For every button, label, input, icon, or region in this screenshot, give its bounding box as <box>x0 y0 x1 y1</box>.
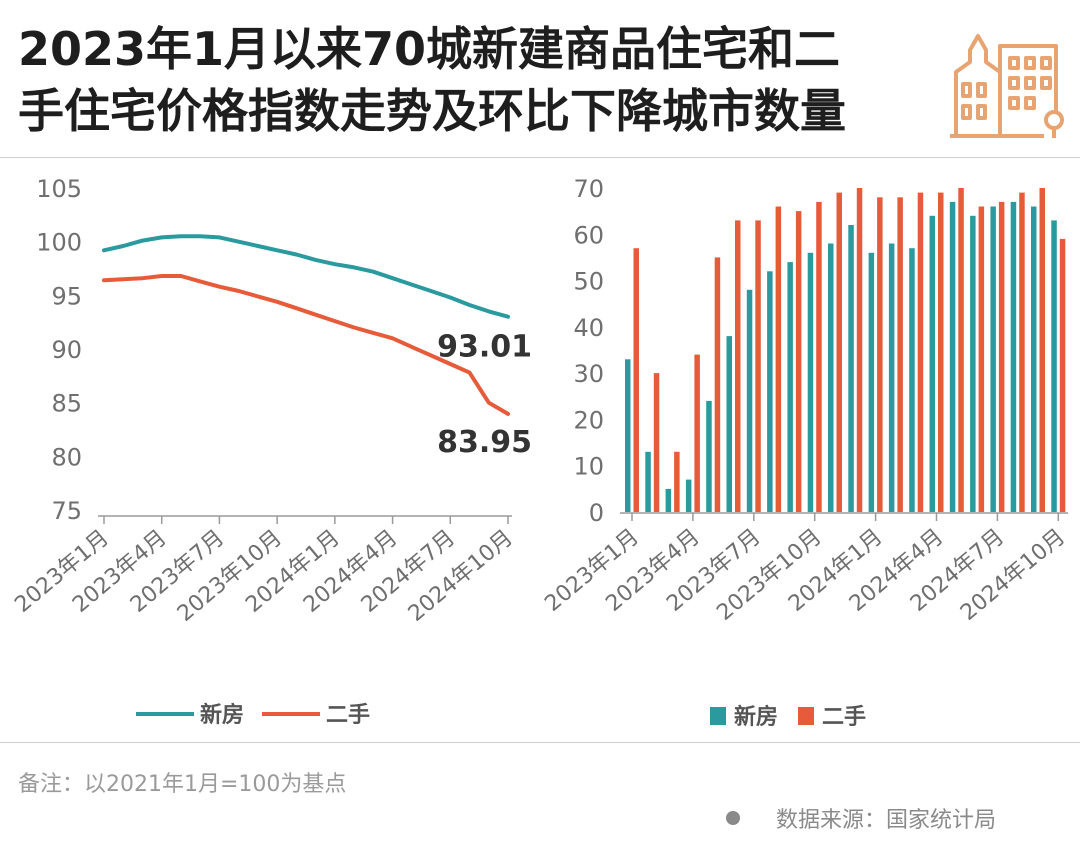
chart-title: 2023年1月以来70城新建商品住宅和二 手住宅价格指数走势及环比下降城市数量 <box>18 18 846 142</box>
bar-new-home <box>828 243 834 512</box>
y-tick-label: 90 <box>51 336 82 364</box>
end-label-new-home: 93.01 <box>437 330 532 365</box>
legend-label-new-home: 新房 <box>200 702 244 728</box>
bar-new-home <box>767 271 773 512</box>
bar-second-hand <box>816 201 822 512</box>
bar-second-hand <box>836 192 842 512</box>
bar-second-hand <box>938 192 944 512</box>
bar-new-home <box>868 252 875 513</box>
bar-second-hand <box>877 197 883 513</box>
y-tick-label: 95 <box>51 282 82 310</box>
bar-second-hand <box>897 197 903 513</box>
bar-new-home <box>909 248 915 512</box>
bar-second-hand <box>1059 238 1066 512</box>
bar-new-home <box>1031 206 1037 512</box>
bar-new-home <box>706 400 712 512</box>
bar-new-home <box>1010 201 1017 512</box>
end-label-second-hand: 83.95 <box>437 425 532 460</box>
y-tick-label: 70 <box>573 175 604 203</box>
bar-new-home <box>625 359 631 512</box>
y-tick-label: 105 <box>36 175 82 203</box>
legend-swatch-second-hand <box>798 707 814 725</box>
bar-new-home <box>645 451 651 512</box>
y-tick-label: 30 <box>573 360 604 388</box>
y-tick-label: 60 <box>573 221 604 249</box>
y-tick-label: 40 <box>573 314 604 342</box>
bar-second-hand <box>674 451 680 512</box>
city-buildings-icon <box>950 34 1064 138</box>
bar-second-hand <box>714 257 721 512</box>
bar-new-home <box>726 336 732 512</box>
bar-new-home <box>990 206 996 512</box>
series-line-second-hand <box>102 274 510 416</box>
footer-divider <box>0 742 1080 743</box>
y-tick-label: 50 <box>573 268 604 296</box>
legend-swatch-new-home <box>710 707 726 725</box>
bar-new-home <box>888 243 895 512</box>
bar-new-home <box>746 289 753 512</box>
y-tick-label: 0 <box>589 499 604 527</box>
data-source-text: 数据来源：国家统计局 <box>776 808 997 833</box>
bar-second-hand <box>775 206 782 512</box>
bar-second-hand <box>633 248 639 512</box>
y-tick-label: 80 <box>51 443 82 471</box>
bar-new-home <box>807 252 814 513</box>
footnote: 备注：以2021年1月=100为基点 <box>18 772 347 797</box>
declining-cities-bar-chart: 0102030405060702023年1月2023年4月2023年7月2023… <box>540 175 1070 730</box>
bar-new-home <box>949 201 956 512</box>
bar-second-hand <box>958 188 964 512</box>
bar-new-home <box>787 262 793 512</box>
bar-new-home <box>929 215 935 513</box>
y-tick-label: 10 <box>573 453 604 481</box>
data-source: 数据来源：国家统计局 <box>726 802 996 834</box>
y-tick-label: 100 <box>36 229 82 257</box>
bar-second-hand <box>978 206 985 512</box>
price-index-line-chart: 75808590951001052023年1月2023年4月2023年7月202… <box>10 175 532 728</box>
title-line-1: 2023年1月以来70城新建商品住宅和二 <box>18 22 841 76</box>
bullet-icon <box>726 811 740 825</box>
bar-new-home <box>970 215 976 513</box>
series-line-new-home <box>102 234 510 319</box>
bar-second-hand <box>735 220 741 512</box>
header-divider <box>0 157 1080 158</box>
legend-label-new-home: 新房 <box>734 704 778 730</box>
bar-second-hand <box>917 192 924 512</box>
bar-second-hand <box>795 211 802 512</box>
y-tick-label: 75 <box>51 497 82 525</box>
bar-new-home <box>848 225 854 512</box>
bar-second-hand <box>1019 192 1025 512</box>
bar-second-hand <box>694 354 700 512</box>
bar-second-hand <box>653 373 660 512</box>
bar-second-hand <box>755 220 761 512</box>
y-tick-label: 85 <box>51 390 82 418</box>
bar-new-home <box>685 479 692 512</box>
legend-label-second-hand: 二手 <box>822 705 866 730</box>
bar-second-hand <box>1039 188 1045 512</box>
x-tick-label: 2024年10月 <box>956 524 1070 625</box>
legend-label-second-hand: 二手 <box>326 703 370 728</box>
bar-second-hand <box>856 188 863 512</box>
title-line-2: 手住宅价格指数走势及环比下降城市数量 <box>18 84 846 138</box>
bar-second-hand <box>998 201 1005 512</box>
bar-new-home <box>665 488 672 512</box>
bar-new-home <box>1051 220 1057 512</box>
y-tick-label: 20 <box>573 406 604 434</box>
